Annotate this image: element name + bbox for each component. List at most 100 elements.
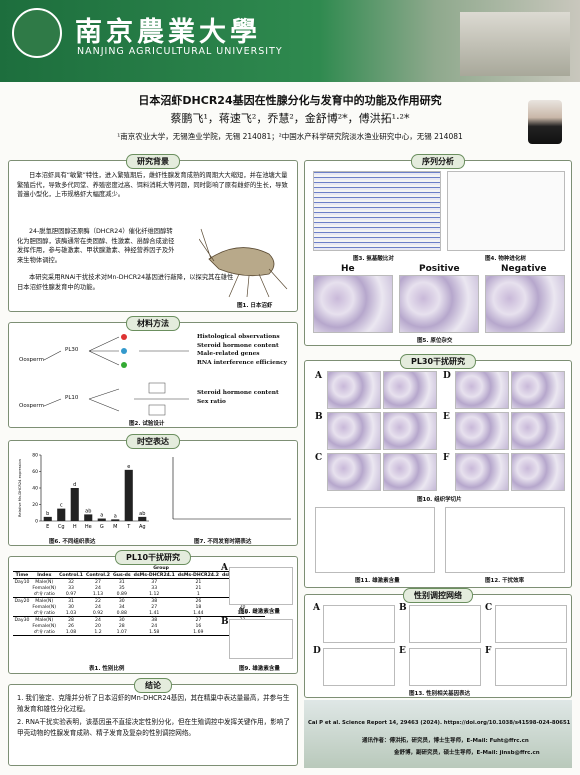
conclusion-item: 2. RNA干扰实验表明，该基因虽不直接决定性别分化，但在生殖调控中发挥关键作用… [17, 718, 290, 737]
chart-image [495, 605, 567, 643]
section-heading: 研究背景 [126, 154, 180, 169]
table-cell: 27 [95, 579, 101, 585]
table-cell: 38 [151, 598, 158, 604]
micrograph [313, 275, 393, 333]
table-cell: Day10 [14, 579, 30, 585]
bar [111, 519, 120, 521]
table-cell: ♂:♀ ratio [30, 591, 58, 598]
authors: 蔡鹏飞¹，蒋速飞²，乔慧²，金舒博²*，傅洪拓¹·²* [170, 112, 410, 125]
footer-band: Cai P et al. Science Report 14, 29463 (2… [304, 700, 572, 768]
figure-caption: 图6. 不同组织表达 [49, 539, 96, 545]
expression-section: 时空表达 Relative Mn-DHCR24 expression 0 20 40 6… [8, 434, 298, 546]
citation: Cai P et al. Science Report 14, 29463 (2… [308, 720, 570, 726]
panel-letter: B [221, 617, 229, 627]
table-cell: 20 [95, 623, 101, 629]
table-cell [13, 629, 31, 636]
table-cell: 1.44 [176, 610, 221, 617]
y-tick-label: 40 [32, 486, 38, 492]
section-heading: PL30干扰研究 [399, 354, 477, 369]
table-cell: 28 [118, 623, 125, 629]
design-diagram [43, 334, 189, 416]
chart-image [323, 648, 395, 686]
table-cell: 30 [118, 617, 125, 623]
label: PL10 [65, 395, 79, 401]
table-cell: 34 [118, 604, 125, 610]
table-cell: 22 [95, 598, 101, 604]
panel-letter: B [399, 603, 407, 613]
header-cell: Gus-ds [111, 571, 133, 579]
table-cell: 1.03 [57, 610, 85, 617]
micrograph [399, 275, 479, 333]
paragraph: 本研究采用RNAi干扰技术对Mn-DHCR24基因进行敲降，以探究其在雄性日本沼… [17, 274, 234, 291]
table-cell: 33 [151, 585, 158, 591]
label: Negative [501, 264, 547, 274]
panel-letter: D [313, 646, 321, 656]
table-cell: 1.07 [111, 629, 133, 636]
y-tick-label: 60 [32, 469, 38, 475]
section-heading: 时空表达 [126, 434, 180, 449]
x-tick-label: He [85, 524, 92, 530]
table-cell: 20 [239, 604, 246, 610]
section-heading: 性别调控网络 [403, 588, 473, 603]
micrograph [455, 412, 509, 450]
table-cell: 1.13 [84, 591, 112, 598]
table-cell: Male(N) [35, 617, 54, 623]
y-axis-label: Relative Mn-DHCR24 expression [18, 459, 22, 517]
header-cell: Group [57, 565, 265, 572]
paragraph: 日本沼虾具有“敏繁”特性，进入繁殖期后，雌虾性腺发育成熟的周期大大缩短，并在池塘… [17, 172, 288, 199]
tree-image [447, 171, 565, 251]
table-cell: 1.12 [132, 591, 177, 598]
table-cell: Day30 [14, 617, 30, 623]
significance-letter: ab [85, 508, 91, 514]
pl10-section: PL10干扰研究 Group Time Index Control.1 Control.… [8, 550, 298, 674]
network-section: 性别调控网络 图13. 性别相关基因表达 A B C D E F [304, 588, 572, 698]
table-cell: 1.08 [57, 629, 85, 636]
micrograph [383, 412, 437, 450]
y-tick-label: 20 [32, 502, 38, 508]
table-cell: Female(N) [32, 604, 57, 610]
chart-image [229, 619, 293, 659]
figure-caption: 图10. 组织学切片 [417, 497, 462, 503]
panel-letter: C [315, 453, 323, 463]
table-cell: 33 [68, 585, 74, 591]
micrograph [327, 412, 381, 450]
bar [84, 514, 93, 521]
table-caption: 表1. 性别比例 [89, 666, 125, 672]
table-cell: 21 [195, 579, 202, 585]
table-cell: 1.58 [132, 629, 177, 636]
table-cell: 26 [68, 623, 74, 629]
table-cell: 30 [118, 598, 125, 604]
table-cell [13, 591, 31, 598]
table-cell: 26 [195, 598, 202, 604]
x-tick-label: T [126, 524, 131, 530]
panel-letter: A [315, 371, 322, 381]
significance-letter: ab [139, 511, 145, 517]
paragraph: 24-脱氢胆固醇还原酶（DHCR24）催化纤维固醇转化为胆固醇，该酶通常在类固醇… [17, 228, 175, 264]
micrograph [327, 453, 381, 491]
micrograph [327, 371, 381, 409]
figure-caption: 图9. 雄激素含量 [239, 666, 280, 672]
university-cn: 南京農業大學 [75, 17, 261, 48]
figure-caption: 图8. 雌激素含量 [239, 609, 280, 615]
table-cell: ♂:♀ ratio [30, 629, 58, 636]
chart-image [445, 507, 565, 573]
figure-caption: 图4. 物种进化树 [485, 256, 526, 262]
label: He [341, 264, 355, 274]
micrograph [455, 371, 509, 409]
label: Oosperm [19, 403, 44, 409]
table-cell: 0.88 [111, 610, 133, 617]
table-cell: Female(N) [32, 623, 57, 629]
figure-caption: 图5. 原位杂交 [417, 338, 453, 344]
contact: 金舒博，副研究员，硕士生导师，E-Mail: jinsb@ffrc.cn [394, 750, 540, 756]
bar [70, 488, 79, 521]
table-cell: 24 [151, 623, 158, 629]
table-cell: ♂:♀ ratio [30, 610, 58, 617]
significance-letter: a [100, 513, 103, 519]
table-cell: 27 [195, 617, 202, 623]
table-cell: 1.41 [132, 610, 177, 617]
x-tick-label: H [73, 524, 77, 530]
table-cell: Day20 [14, 598, 30, 604]
label: Oosperm [19, 357, 44, 363]
header-cell: Control.1 [57, 571, 85, 579]
